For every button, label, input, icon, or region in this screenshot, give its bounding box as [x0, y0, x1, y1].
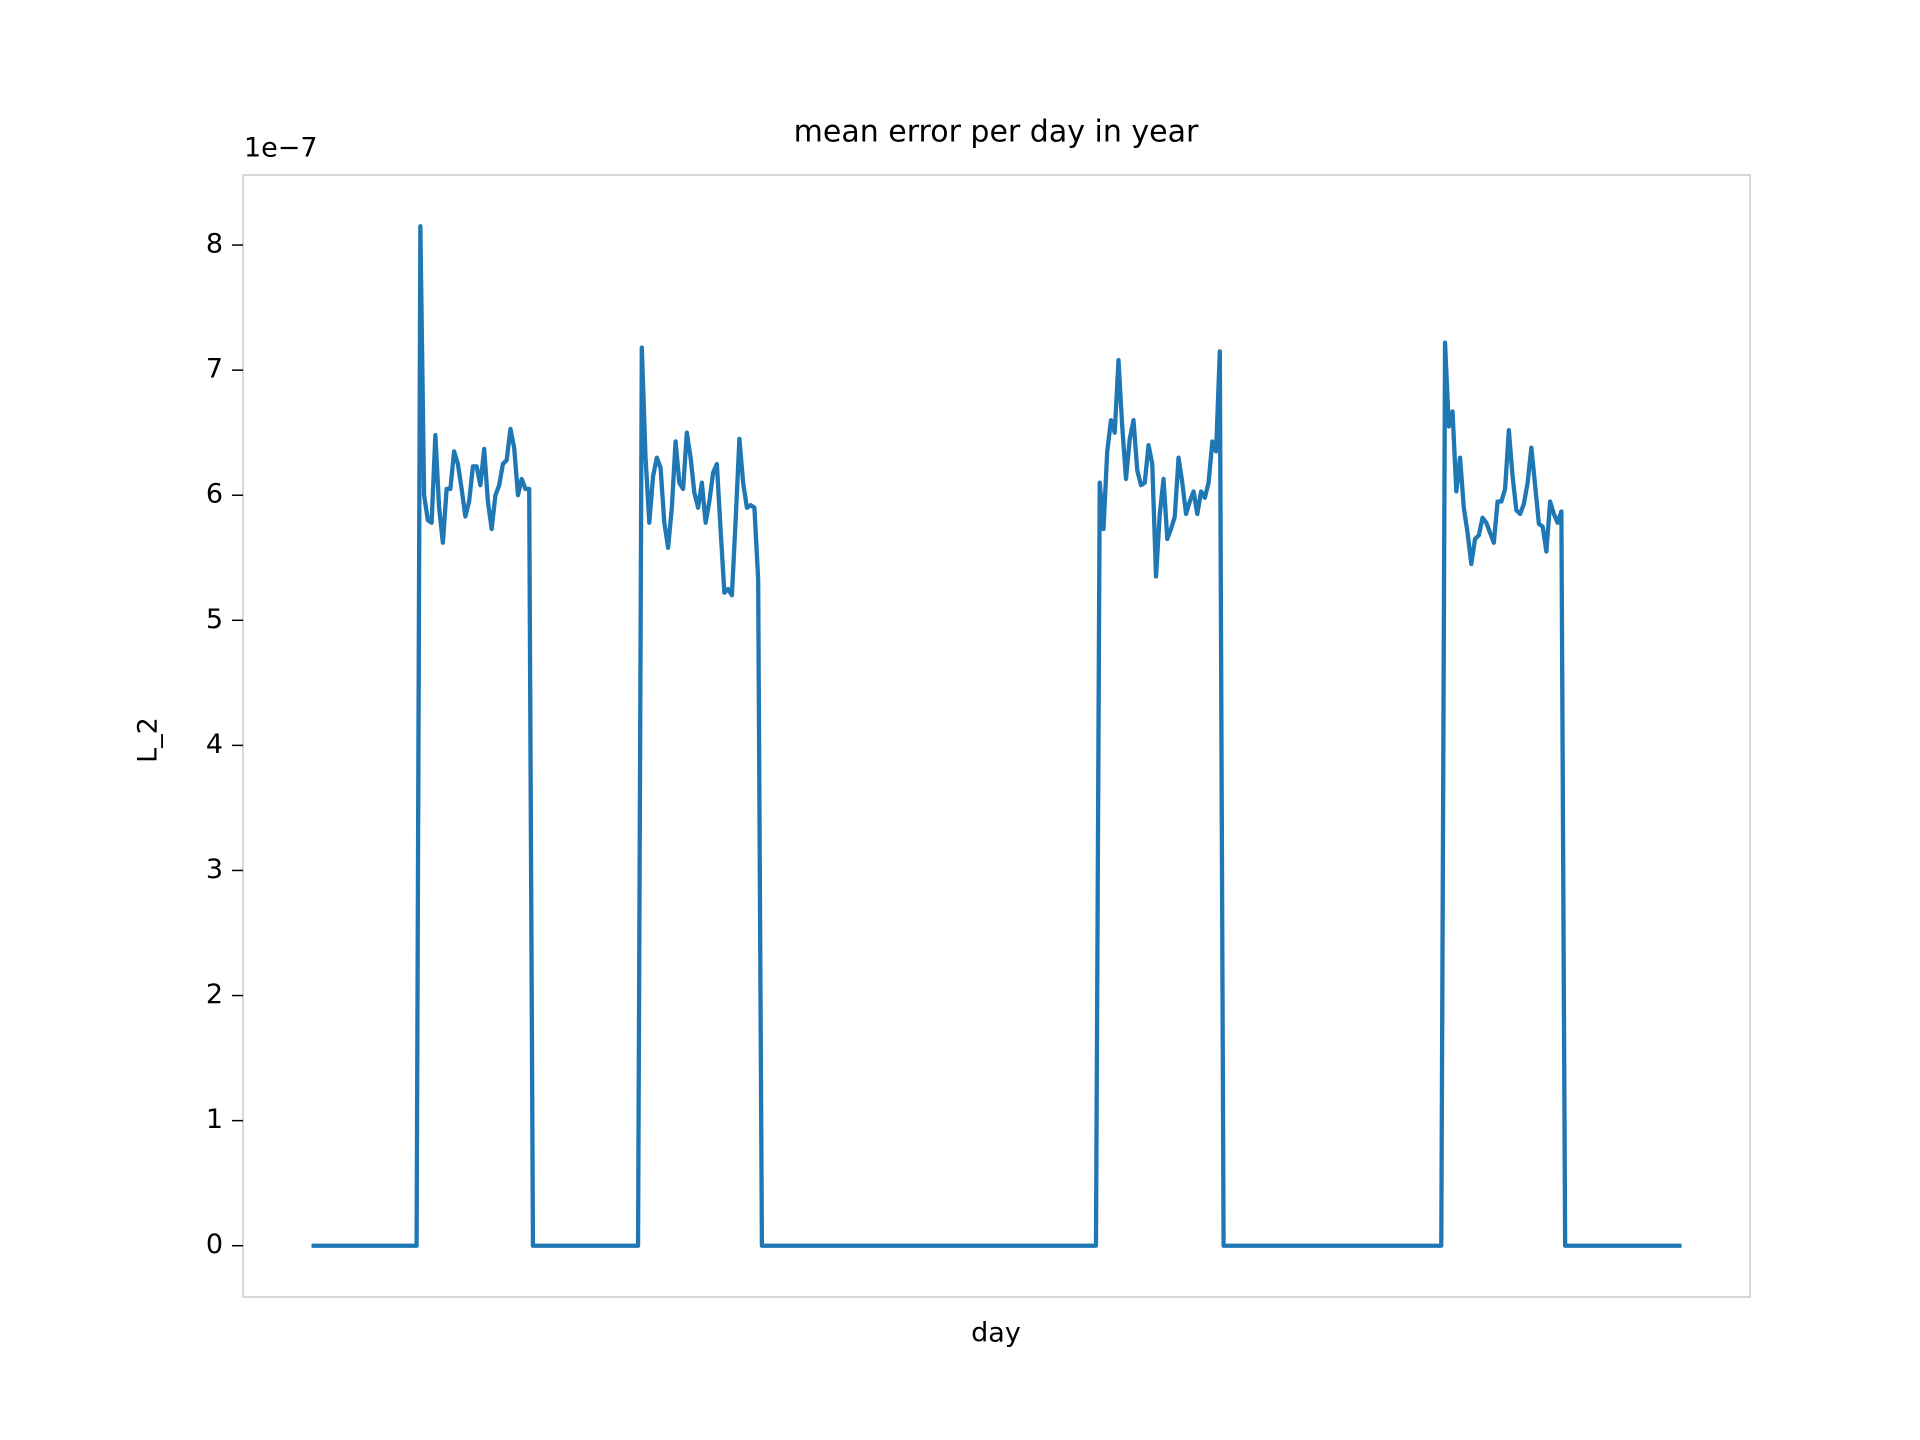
data-line — [311, 224, 1682, 1248]
y-tick-label: 6 — [206, 479, 223, 510]
y-tick-label: 8 — [206, 229, 223, 260]
y-tick-label: 1 — [206, 1104, 223, 1135]
chart-title: mean error per day in year — [794, 115, 1199, 150]
y-offset-label: 1e−7 — [244, 133, 318, 164]
y-tick-label: 2 — [206, 979, 223, 1010]
y-axis-label: L_2 — [133, 717, 164, 763]
y-tick-label: 0 — [206, 1229, 223, 1260]
y-tick-label: 5 — [206, 604, 223, 635]
y-tick-label: 3 — [206, 854, 223, 885]
y-tick-label: 4 — [206, 729, 223, 760]
x-axis-label: day — [971, 1318, 1021, 1349]
y-tick-label: 7 — [206, 354, 223, 385]
plot-frame — [242, 174, 1751, 1298]
